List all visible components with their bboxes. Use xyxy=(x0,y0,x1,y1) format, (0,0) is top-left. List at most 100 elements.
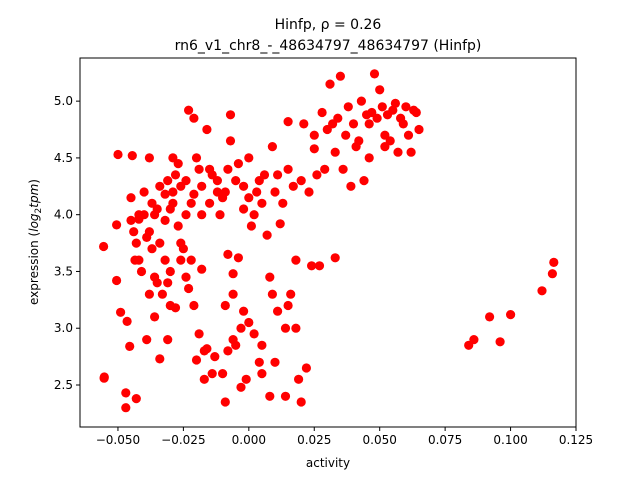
data-point xyxy=(144,153,154,163)
data-point xyxy=(150,312,160,322)
data-point xyxy=(181,272,191,282)
data-point xyxy=(343,102,353,112)
x-tick-label: 0.100 xyxy=(493,433,527,447)
data-point xyxy=(112,275,122,286)
data-point xyxy=(257,369,267,379)
data-point xyxy=(184,105,194,115)
data-point xyxy=(113,149,123,160)
data-point xyxy=(304,187,314,197)
data-point xyxy=(341,130,351,140)
data-point xyxy=(197,210,207,220)
data-point xyxy=(241,374,251,384)
data-point xyxy=(231,176,241,186)
data-point xyxy=(99,241,109,252)
data-point xyxy=(121,403,131,413)
y-axis-ticks: 2.5 3.0 3.5 4.0 4.5 5.0 xyxy=(54,94,80,392)
data-point xyxy=(202,124,212,135)
data-point xyxy=(170,303,181,313)
data-point xyxy=(249,210,259,220)
data-point xyxy=(239,204,249,214)
data-point xyxy=(150,210,160,220)
data-point xyxy=(218,369,228,379)
data-point xyxy=(121,388,131,398)
data-point xyxy=(338,164,348,174)
data-point xyxy=(283,117,293,127)
data-point xyxy=(112,220,122,230)
data-point xyxy=(330,147,340,157)
data-point xyxy=(186,255,196,265)
data-point xyxy=(139,187,149,197)
data-point xyxy=(246,221,256,231)
data-point xyxy=(228,335,238,345)
data-point xyxy=(225,110,236,120)
data-point xyxy=(194,329,204,339)
data-point xyxy=(125,341,135,351)
data-point xyxy=(239,306,249,316)
data-point xyxy=(278,198,288,208)
data-point xyxy=(317,107,327,118)
data-point xyxy=(131,238,141,248)
data-point xyxy=(333,113,343,123)
data-point xyxy=(170,170,181,180)
data-point xyxy=(283,164,293,174)
data-point xyxy=(359,176,369,186)
x-axis-ticks: −0.050 −0.025 0.000 0.025 0.050 0.075 0.100 0.1… xyxy=(96,427,593,447)
x-tick-label: 0.075 xyxy=(428,433,462,447)
y-axis-label-math: log xyxy=(27,213,41,232)
y-tick-label: 3.0 xyxy=(54,321,73,335)
data-point xyxy=(257,340,267,350)
data-point xyxy=(181,210,191,220)
data-point xyxy=(249,329,259,339)
data-point xyxy=(280,323,291,333)
data-point xyxy=(286,289,296,299)
data-point xyxy=(275,219,285,229)
data-point xyxy=(122,316,132,326)
data-point xyxy=(307,261,317,271)
data-point xyxy=(372,113,382,123)
data-point xyxy=(244,153,254,163)
data-point xyxy=(220,300,230,311)
data-point xyxy=(189,300,199,311)
data-point xyxy=(168,153,178,163)
y-tick-label: 2.5 xyxy=(54,378,73,392)
data-point xyxy=(485,312,495,322)
data-point xyxy=(155,181,165,191)
data-point xyxy=(254,357,264,367)
data-points xyxy=(99,69,559,413)
data-point xyxy=(320,164,330,174)
data-point xyxy=(244,317,254,328)
y-tick-label: 3.5 xyxy=(54,264,73,278)
data-point xyxy=(212,176,222,186)
data-point xyxy=(163,176,173,186)
data-point xyxy=(205,164,215,174)
data-point xyxy=(194,164,204,174)
data-point xyxy=(189,189,199,199)
data-point xyxy=(197,264,207,274)
data-point xyxy=(469,335,479,345)
data-point xyxy=(129,227,139,237)
data-point xyxy=(236,382,246,392)
data-point xyxy=(157,289,167,299)
data-point xyxy=(369,69,380,79)
x-tick-label: 0.125 xyxy=(559,433,593,447)
data-point xyxy=(173,221,183,231)
data-point xyxy=(356,96,366,106)
data-point xyxy=(127,151,137,161)
y-tick-label: 4.5 xyxy=(54,151,73,165)
y-axis-label-subscript: 2 xyxy=(34,208,44,214)
data-point xyxy=(142,335,152,345)
data-point xyxy=(244,193,254,203)
data-point xyxy=(134,210,144,220)
data-point xyxy=(312,170,322,180)
data-point xyxy=(291,255,301,265)
data-point xyxy=(215,210,225,220)
data-point xyxy=(176,255,186,265)
data-point xyxy=(144,289,154,299)
data-point xyxy=(223,346,233,356)
data-point xyxy=(547,269,558,279)
y-axis-label-math2: tpm xyxy=(27,184,41,208)
data-point xyxy=(160,255,170,265)
data-point xyxy=(99,373,109,383)
data-point xyxy=(291,323,301,333)
data-point xyxy=(136,266,147,277)
